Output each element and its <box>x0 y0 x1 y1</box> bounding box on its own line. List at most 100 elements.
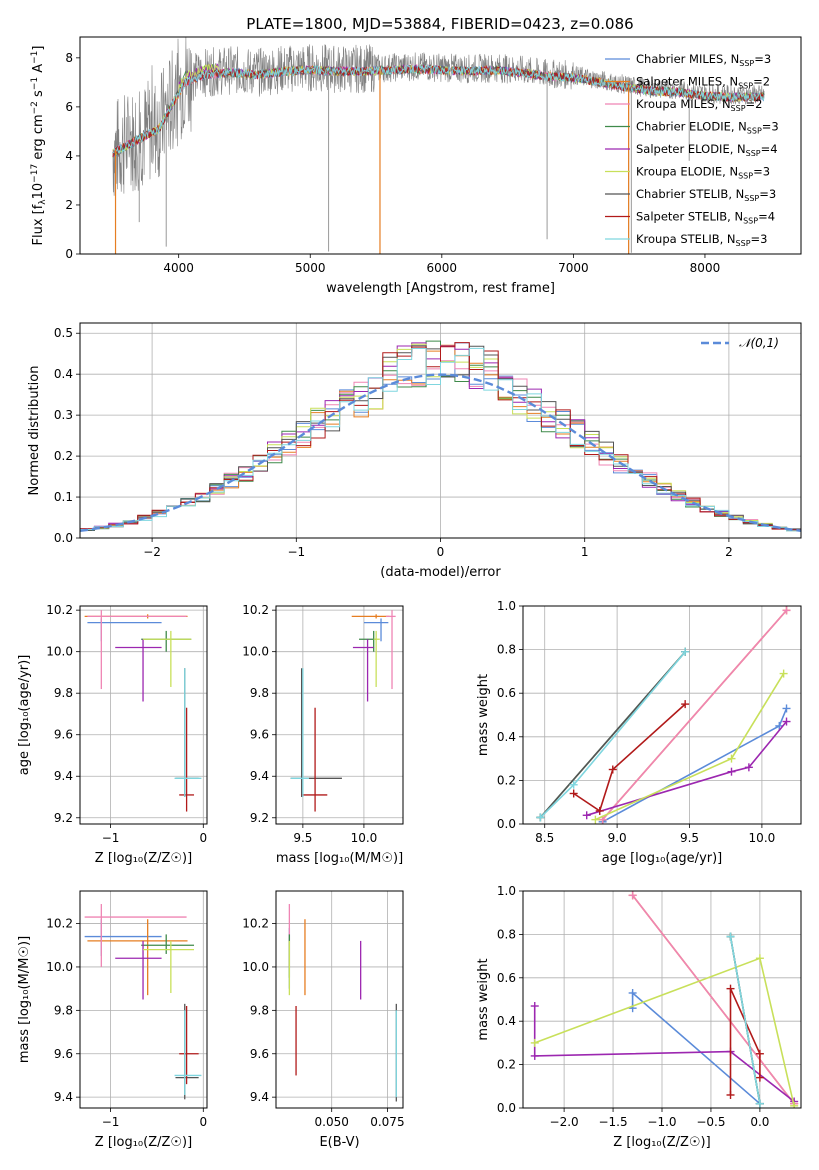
axes: −1 0 9.2 9.4 9.6 9.8 10.0 10.2 Z [log₁₀(Z/Z☉)] ag… <box>17 603 208 866</box>
y-axis-label-part: Flux [f <box>31 204 46 245</box>
axes: 0.050 0.075 9.4 9.6 9.8 10.0 10.2 E(B-V) <box>242 890 405 1150</box>
legend-label-salpeter-elodie: Salpeter ELODIE, NSSP=4 <box>636 142 778 158</box>
y-tick-label: 9.2 <box>54 811 73 825</box>
legend-label-val: =3 <box>753 165 770 179</box>
weight-line-salpeter-stelib <box>573 703 686 813</box>
y-tick-label: 10.0 <box>46 960 73 974</box>
legend-label-text: Chabrier STELIB, N <box>636 187 744 201</box>
x-axis-label: age [log₁₀(age/yr)] <box>602 851 723 866</box>
x-tick-label: 9.0 <box>608 831 627 845</box>
y-axis-label: Normed distribution <box>27 366 42 496</box>
plot-area <box>84 610 202 812</box>
y-axis-label-part: s <box>31 90 46 101</box>
x-axis-label: Z [log₁₀(Z/Z☉)] <box>95 1135 192 1150</box>
legend-label-val: =2 <box>753 75 770 89</box>
y-tick-label: 0.8 <box>497 927 516 941</box>
y-tick-label: 8 <box>65 51 73 65</box>
weight-marker-chabrier-miles <box>782 704 791 713</box>
plot-area <box>290 610 396 812</box>
y-tick-label: 0.8 <box>497 643 516 657</box>
grid-lines <box>276 606 403 824</box>
weight-line-kroupa-miles <box>601 609 788 821</box>
weight-marker-salpeter-stelib <box>569 789 578 798</box>
legend-label-sub: SSP <box>747 127 762 136</box>
weight-line-kroupa-miles <box>631 894 795 1105</box>
y-axis-label-part: −1 <box>30 77 40 90</box>
legend-label-text: Chabrier MILES, N <box>636 52 739 66</box>
axes-frame <box>522 605 802 825</box>
x-axis-label: Z [log₁₀(Z/Z☉)] <box>95 851 192 866</box>
residual-histogram-salpeter-stelib <box>80 342 801 531</box>
legend-label-text: Salpeter ELODIE, N <box>636 142 746 156</box>
weight-marker-salpeter-stelib <box>595 806 604 815</box>
legend-label-text: Kroupa STELIB, N <box>636 232 736 246</box>
legend-label-sub: SSP <box>746 149 761 158</box>
y-tick-label: 10.0 <box>46 645 73 659</box>
weight-marker-kroupa-stelib <box>681 647 690 656</box>
legend-label-text: Kroupa MILES, N <box>636 97 731 111</box>
x-tick-label: −1 <box>102 831 120 845</box>
y-tick-label: 9.6 <box>250 1047 269 1061</box>
legend-label-chabrier-stelib: Chabrier STELIB, NSSP=3 <box>636 187 776 203</box>
y-tick-label: 10.2 <box>46 917 73 931</box>
y-tick-label: 0.4 <box>54 367 73 381</box>
weight-marker-salpeter-elodie <box>744 763 753 772</box>
weight-marker-salpeter-elodie <box>582 811 591 820</box>
legend-label-text: Salpeter MILES, N <box>636 75 738 89</box>
x-axis-label: (data-model)/error <box>380 565 501 580</box>
legend-label-val: =2 <box>746 97 763 111</box>
y-tick-label: 9.8 <box>250 1003 269 1017</box>
y-tick-label: 4 <box>65 149 73 163</box>
y-tick-label: 9.4 <box>54 769 73 783</box>
y-axis-label: mass weight <box>476 958 491 1040</box>
x-tick-label: 10.0 <box>749 831 776 845</box>
mass-weight-vs-age-panel: 8.5 9.0 9.5 10.0 0.0 0.2 0.4 0.6 0.8 1.0 age [log₁… <box>476 599 802 866</box>
y-axis-label-part: 10 <box>31 183 46 200</box>
mass-weight-vs-metallicity-panel: −2.0 −1.5 −1.0 −0.5 0.0 0.0 0.2 0.4 0.6 0.8 1.0 Z [… <box>476 884 802 1150</box>
legend-label-sub: SSP <box>736 239 751 248</box>
x-tick-label: 8.5 <box>535 831 554 845</box>
weight-marker-kroupa-miles <box>628 891 637 900</box>
y-tick-label: 9.8 <box>250 686 269 700</box>
normal-curve <box>80 373 801 532</box>
weight-line-kroupa-elodie <box>534 957 795 1106</box>
axes: 8.5 9.0 9.5 10.0 0.0 0.2 0.4 0.6 0.8 1.0 age [log₁… <box>476 599 802 866</box>
weight-marker-salpeter-elodie <box>530 1002 539 1011</box>
axes: −2 −1 0 1 2 0.0 0.1 0.2 0.3 0.4 0.5 (data-model)/er… <box>27 322 802 580</box>
legend-label-chabrier-miles: Chabrier MILES, NSSP=3 <box>636 52 771 68</box>
legend-label-salpeter-stelib: Salpeter STELIB, NSSP=4 <box>636 210 775 226</box>
weight-marker-kroupa-elodie <box>591 815 600 824</box>
y-tick-label: 0.4 <box>497 730 516 744</box>
x-tick-label: 5000 <box>295 261 326 275</box>
mass-vs-metallicity-panel: −1 0 9.4 9.6 9.8 10.0 10.2 Z [log₁₀(Z/Z☉)] mass … <box>17 890 208 1150</box>
plot-area <box>84 904 202 1100</box>
legend-label-text: Chabrier ELODIE, N <box>636 120 747 134</box>
y-tick-label: 10.2 <box>242 917 269 931</box>
y-tick-label: 10.0 <box>242 960 269 974</box>
x-tick-label: 9.5 <box>293 831 312 845</box>
spectrum-panel: 4000 5000 6000 7000 8000 0 2 4 6 8 wavelength [Ang… <box>30 36 802 296</box>
legend-label-salpeter-miles: Salpeter MILES, NSSP=2 <box>636 75 770 91</box>
weight-line-salpeter-elodie <box>586 720 788 817</box>
y-tick-label: 0.0 <box>497 1101 516 1115</box>
y-tick-label: 9.2 <box>250 811 269 825</box>
model-spectrum-kroupa-stelib <box>112 64 765 155</box>
axes-frame <box>79 890 208 1109</box>
legend-label-kroupa-elodie: Kroupa ELODIE, NSSP=3 <box>636 165 770 181</box>
axes-frame <box>79 605 208 825</box>
x-tick-label: 9.5 <box>680 831 699 845</box>
x-tick-label: −1 <box>102 1115 120 1129</box>
axes-frame <box>522 890 802 1109</box>
weight-marker-salpeter-stelib <box>726 1090 735 1099</box>
y-axis-label-part: ] <box>31 46 46 51</box>
age-vs-mass-panel: 9.5 10.0 9.2 9.4 9.6 9.8 10.0 10.2 mass [log₁₀(M… <box>242 603 404 866</box>
y-tick-label: 0.6 <box>497 971 516 985</box>
x-tick-label: 10.0 <box>351 831 378 845</box>
mass-vs-ebv-panel: 0.050 0.075 9.4 9.6 9.8 10.0 10.2 E(B-V) <box>242 890 405 1150</box>
y-tick-label: 0.0 <box>54 531 73 545</box>
x-axis-label: Z [log₁₀(Z/Z☉)] <box>613 1135 710 1150</box>
x-tick-label: −2 <box>143 545 161 559</box>
legend-label-sub: SSP <box>731 104 746 113</box>
y-tick-label: 0.5 <box>54 326 73 340</box>
